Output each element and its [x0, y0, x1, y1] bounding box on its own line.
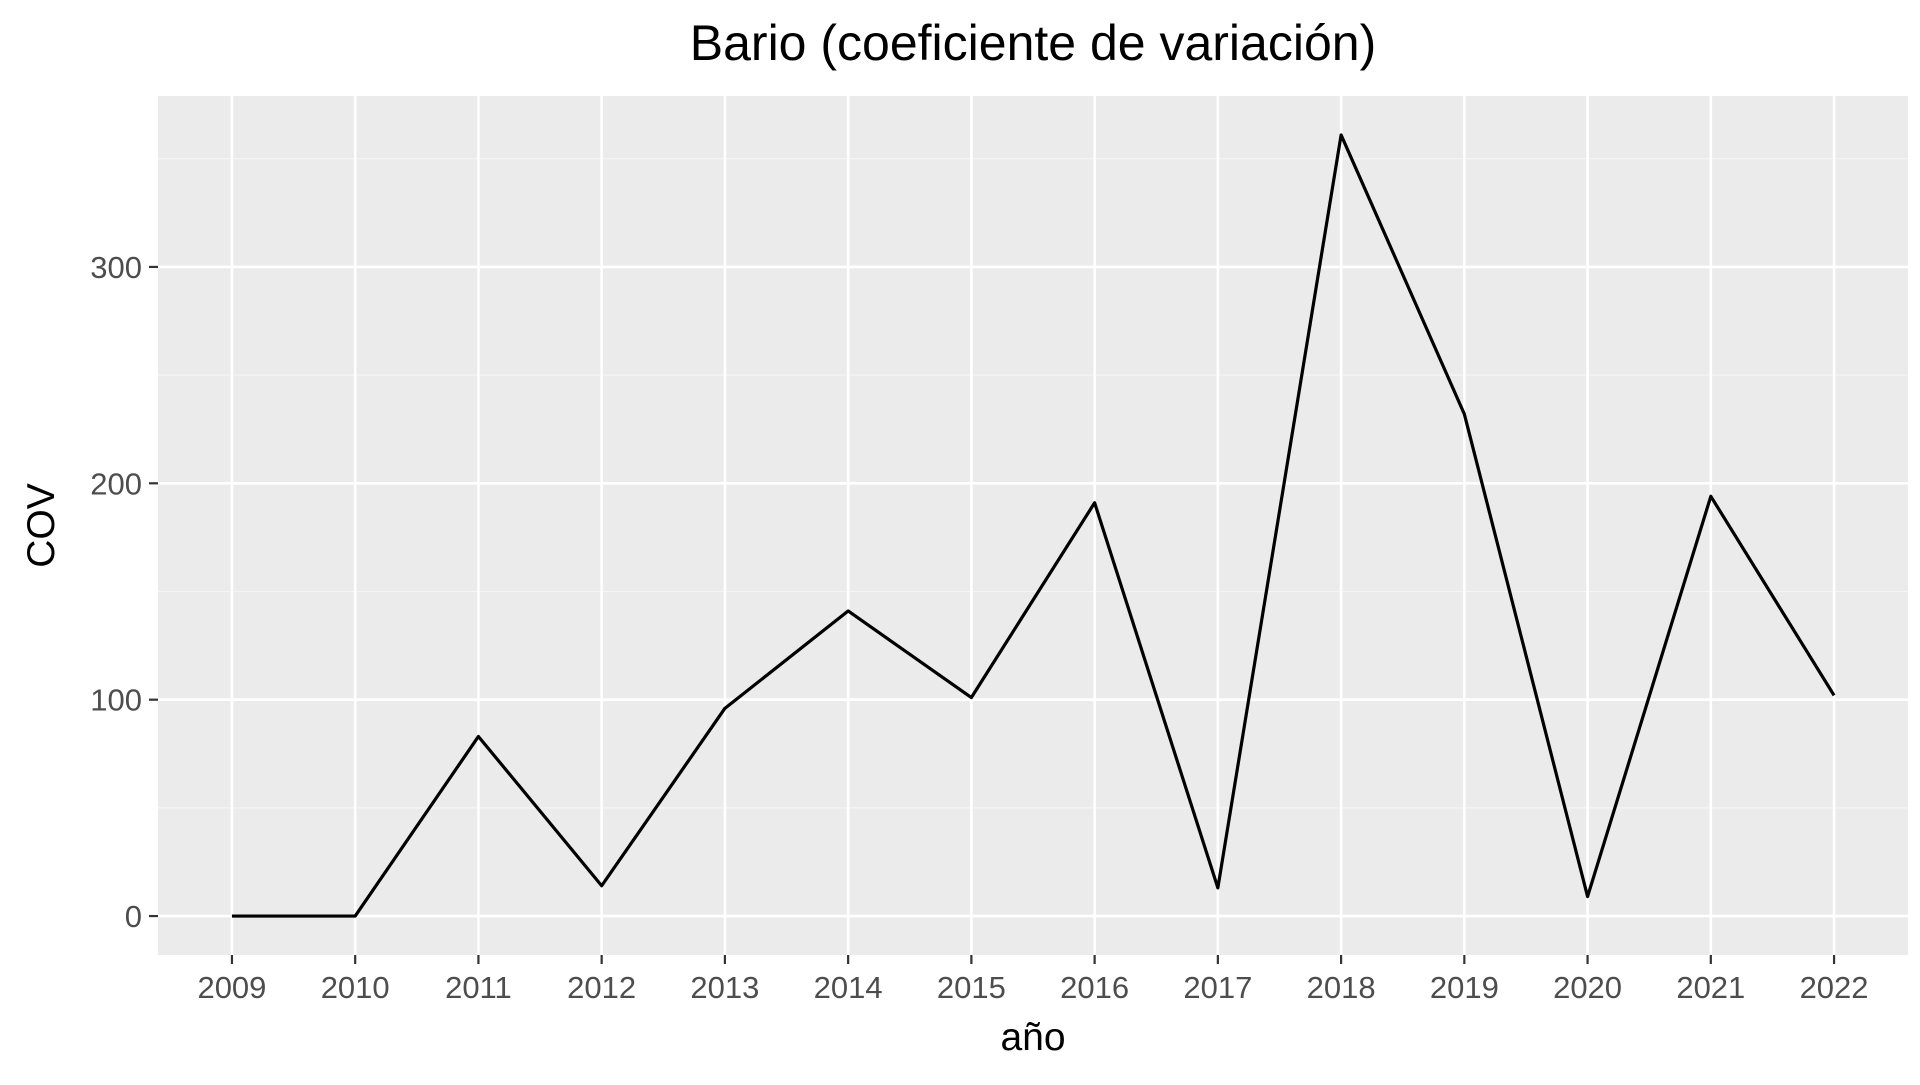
x-tick-label: 2015 [937, 970, 1006, 1005]
chart-title: Bario (coeficiente de variación) [690, 15, 1376, 71]
y-axis: 0 100 200 300 [90, 250, 158, 934]
x-tick-label: 2009 [197, 970, 266, 1005]
y-tick-label: 200 [90, 466, 142, 501]
x-tick-label: 2012 [567, 970, 636, 1005]
series-layer [231, 133, 1836, 918]
x-tick-label: 2019 [1430, 970, 1499, 1005]
x-tick-label: 2011 [445, 970, 512, 1005]
y-axis-title: COV [20, 483, 63, 568]
plot-panel [158, 96, 1908, 955]
x-tick-label: 2017 [1183, 970, 1252, 1005]
x-tick-label: 2013 [690, 970, 759, 1005]
x-tick-label: 2018 [1307, 970, 1376, 1005]
series-line [231, 133, 1836, 918]
x-tick-label: 2022 [1800, 970, 1869, 1005]
y-tick-label: 0 [125, 899, 142, 934]
x-tick-label: 2021 [1676, 970, 1745, 1005]
x-axis-title: año [1000, 1016, 1065, 1059]
x-axis: 2009 2010 2011 2012 2013 2014 2015 2016 2017 2018… [197, 955, 1869, 1005]
y-tick-label: 100 [90, 683, 142, 718]
x-tick-label: 2020 [1553, 970, 1622, 1005]
y-tick-label: 300 [90, 250, 142, 285]
x-tick-label: 2014 [814, 970, 883, 1005]
x-tick-label: 2016 [1060, 970, 1129, 1005]
x-tick-label: 2010 [321, 970, 390, 1005]
grid-layer [158, 96, 1908, 955]
